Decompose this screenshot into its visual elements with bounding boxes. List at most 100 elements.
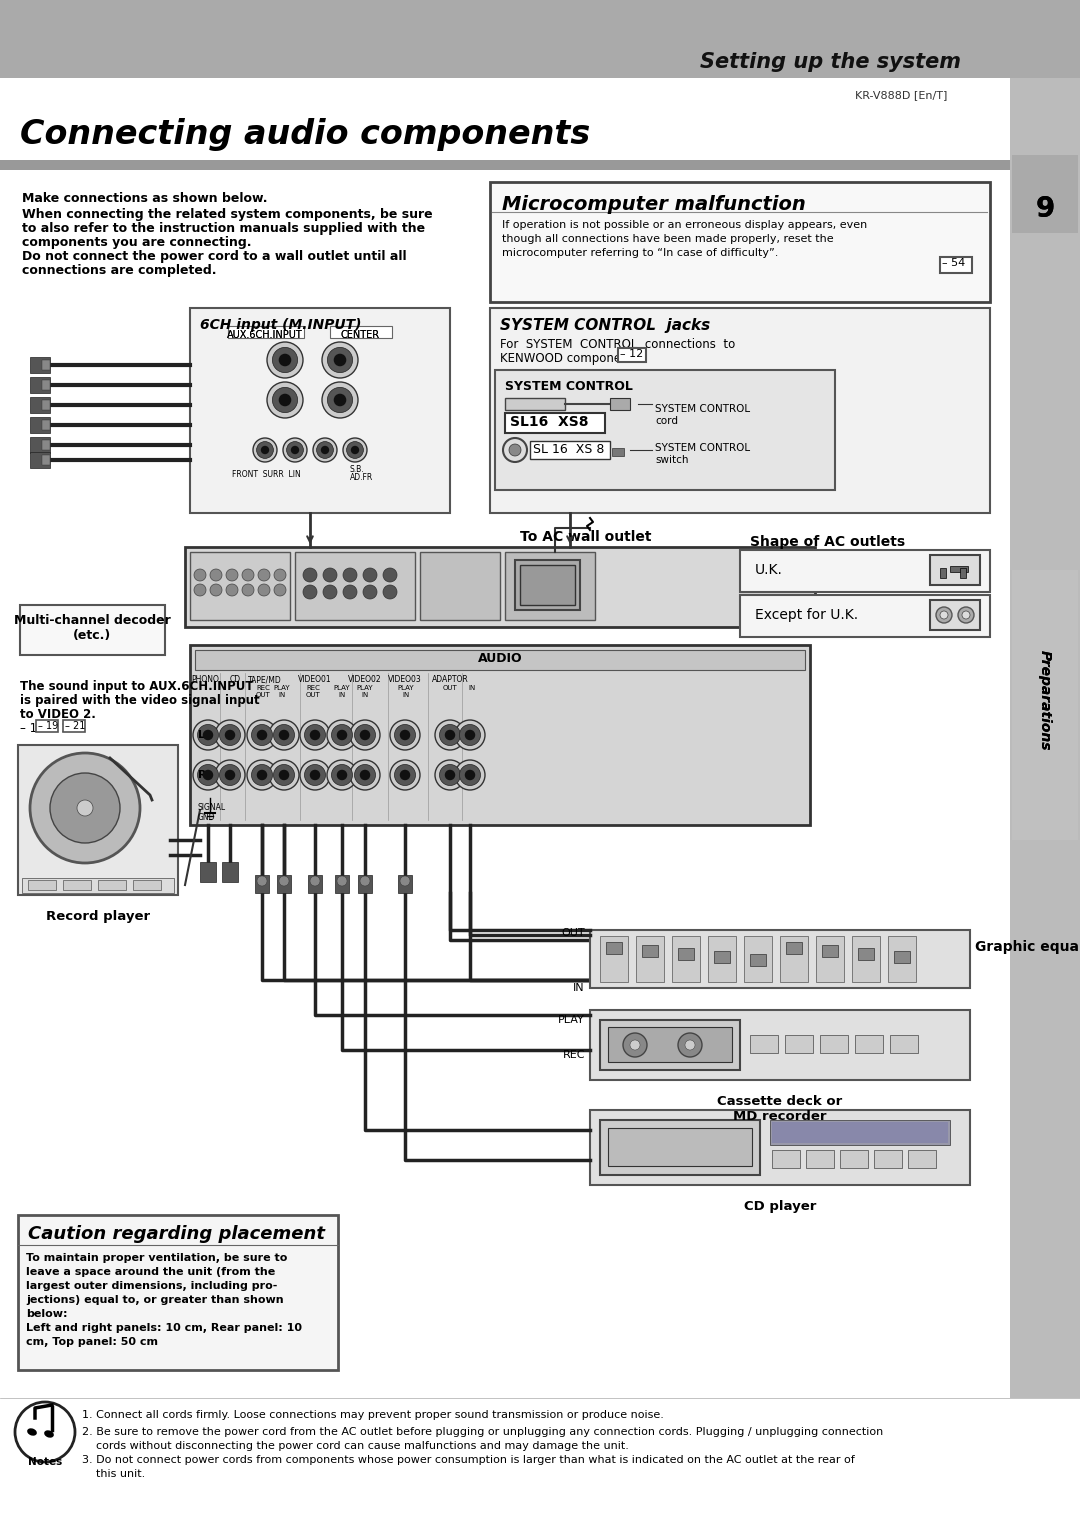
Bar — [42, 400, 50, 410]
Bar — [780, 937, 808, 983]
Circle shape — [445, 730, 456, 740]
Text: REC
OUT: REC OUT — [306, 685, 321, 698]
Bar — [28, 880, 56, 889]
Bar — [30, 397, 50, 413]
Circle shape — [279, 353, 292, 367]
Text: CENTER: CENTER — [340, 330, 379, 341]
Bar — [608, 1128, 752, 1166]
Bar — [21, 605, 165, 656]
Circle shape — [503, 439, 527, 461]
Text: – 21: – 21 — [65, 721, 85, 730]
Circle shape — [286, 442, 303, 458]
Bar — [744, 937, 772, 983]
Circle shape — [203, 730, 213, 740]
Bar — [505, 397, 565, 410]
Bar — [228, 325, 303, 338]
Bar — [772, 1151, 800, 1167]
Circle shape — [337, 770, 348, 781]
Bar — [505, 552, 595, 620]
Circle shape — [272, 388, 298, 413]
Circle shape — [260, 446, 269, 454]
Circle shape — [300, 759, 330, 790]
Circle shape — [685, 1041, 696, 1050]
Text: – 19: – 19 — [38, 721, 58, 730]
Text: Make connections as shown below.: Make connections as shown below. — [22, 193, 268, 205]
Circle shape — [940, 611, 948, 619]
Bar — [42, 455, 50, 465]
Bar — [295, 552, 415, 620]
Circle shape — [267, 342, 303, 377]
Circle shape — [252, 764, 272, 785]
Bar — [642, 944, 658, 957]
Circle shape — [435, 759, 465, 790]
Bar — [772, 1122, 948, 1143]
Circle shape — [332, 724, 352, 746]
Circle shape — [354, 724, 376, 746]
Circle shape — [258, 584, 270, 596]
Circle shape — [226, 568, 238, 581]
Circle shape — [334, 353, 347, 367]
Text: Preparations: Preparations — [1038, 649, 1052, 750]
Bar — [357, 876, 372, 892]
Text: OUT: OUT — [562, 927, 585, 938]
Text: components you are connecting.: components you are connecting. — [22, 235, 252, 249]
Circle shape — [198, 764, 218, 785]
Text: – 12: – 12 — [620, 348, 644, 359]
Text: CD: CD — [229, 675, 241, 685]
Bar — [490, 182, 990, 303]
Circle shape — [310, 876, 320, 886]
Circle shape — [194, 568, 206, 581]
Bar — [190, 645, 810, 825]
Circle shape — [327, 347, 352, 373]
Circle shape — [283, 439, 307, 461]
Bar — [18, 1215, 338, 1371]
Text: 9: 9 — [1036, 196, 1055, 223]
Bar — [63, 880, 91, 889]
Text: Except for U.K.: Except for U.K. — [755, 608, 859, 622]
Circle shape — [253, 439, 276, 461]
Circle shape — [267, 382, 303, 419]
Bar — [678, 947, 694, 960]
Circle shape — [322, 342, 357, 377]
Circle shape — [257, 730, 267, 740]
Text: Microcomputer malfunction: Microcomputer malfunction — [502, 196, 806, 214]
Text: this unit.: this unit. — [82, 1468, 145, 1479]
Text: Multi-channel decoder
(etc.): Multi-channel decoder (etc.) — [14, 614, 171, 642]
Text: SYSTEM CONTROL
switch: SYSTEM CONTROL switch — [654, 443, 751, 465]
Text: cm, Top panel: 50 cm: cm, Top panel: 50 cm — [26, 1337, 158, 1348]
Circle shape — [394, 764, 416, 785]
Circle shape — [226, 584, 238, 596]
Circle shape — [316, 442, 334, 458]
Bar — [22, 879, 174, 892]
Circle shape — [252, 724, 272, 746]
Text: 6CH input (M.INPUT): 6CH input (M.INPUT) — [200, 318, 362, 332]
Circle shape — [343, 568, 357, 582]
Text: – 54: – 54 — [942, 258, 966, 267]
Circle shape — [225, 730, 235, 740]
Bar — [200, 862, 216, 882]
Bar — [335, 876, 349, 892]
Bar — [495, 370, 835, 490]
Text: microcomputer referring to “In case of difficulty”.: microcomputer referring to “In case of d… — [502, 248, 779, 258]
Text: Shape of AC outlets: Shape of AC outlets — [750, 535, 905, 549]
Circle shape — [383, 585, 397, 599]
Text: to VIDEO 2.: to VIDEO 2. — [21, 707, 96, 721]
Circle shape — [350, 759, 380, 790]
Bar — [908, 1151, 936, 1167]
Bar — [18, 746, 178, 895]
Text: To AC wall outlet: To AC wall outlet — [519, 530, 651, 544]
Circle shape — [363, 585, 377, 599]
Circle shape — [455, 759, 485, 790]
Ellipse shape — [27, 1429, 37, 1436]
Bar — [930, 601, 980, 630]
Text: VIDEO03: VIDEO03 — [388, 675, 422, 685]
Circle shape — [383, 568, 397, 582]
Bar — [786, 941, 802, 953]
Text: Setting up the system: Setting up the system — [700, 52, 961, 72]
Bar — [195, 649, 805, 669]
Text: AD.FR: AD.FR — [350, 474, 374, 481]
Circle shape — [272, 347, 298, 373]
Text: CD player: CD player — [744, 1199, 816, 1213]
Circle shape — [459, 764, 481, 785]
Circle shape — [343, 585, 357, 599]
